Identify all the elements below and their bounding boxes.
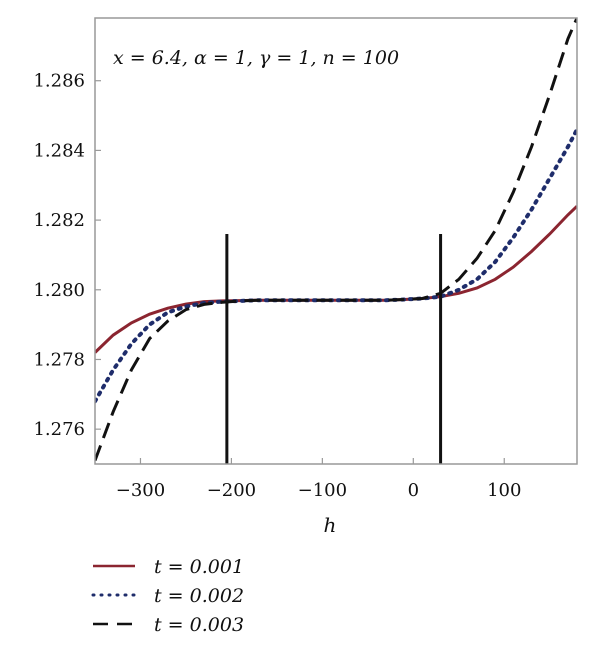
legend-label: t = 0.003 xyxy=(154,614,244,636)
x-tick-label: 0 xyxy=(408,480,419,501)
x-tick-label: −100 xyxy=(298,480,347,501)
legend: t = 0.001 t = 0.002 t = 0.003 xyxy=(91,556,244,636)
y-axis: 1.276 1.278 1.280 1.282 1.284 1.286 xyxy=(33,71,101,440)
legend-label: t = 0.002 xyxy=(154,585,244,607)
series-line-t-0-003 xyxy=(95,18,577,462)
legend-item-t-0-003: t = 0.003 xyxy=(93,614,244,636)
y-tick-label: 1.280 xyxy=(33,280,85,301)
x-tick-label: −300 xyxy=(116,480,165,501)
x-tick-label: −200 xyxy=(207,480,256,501)
series-line-t-0-001 xyxy=(95,205,577,354)
plot-frame xyxy=(94,17,578,465)
x-axis: −300 −200 −100 0 100 xyxy=(116,458,521,501)
chart-annotation: x = 6.4, α = 1, γ = 1, n = 100 xyxy=(113,47,399,69)
y-tick-label: 1.284 xyxy=(33,140,85,161)
x-axis-title: h xyxy=(324,513,337,537)
y-tick-label: 1.276 xyxy=(33,419,85,440)
legend-item-t-0-002: t = 0.002 xyxy=(91,585,244,607)
y-tick-label: 1.282 xyxy=(33,210,85,231)
vertical-lines xyxy=(225,234,443,464)
y-tick-label: 1.286 xyxy=(33,71,85,92)
series-line-t-0-002 xyxy=(95,127,577,404)
legend-label: t = 0.001 xyxy=(154,556,244,578)
y-tick-label: 1.278 xyxy=(33,349,85,370)
legend-item-t-0-001: t = 0.001 xyxy=(93,556,244,578)
x-tick-label: 100 xyxy=(487,480,521,501)
series-layer xyxy=(95,18,577,462)
